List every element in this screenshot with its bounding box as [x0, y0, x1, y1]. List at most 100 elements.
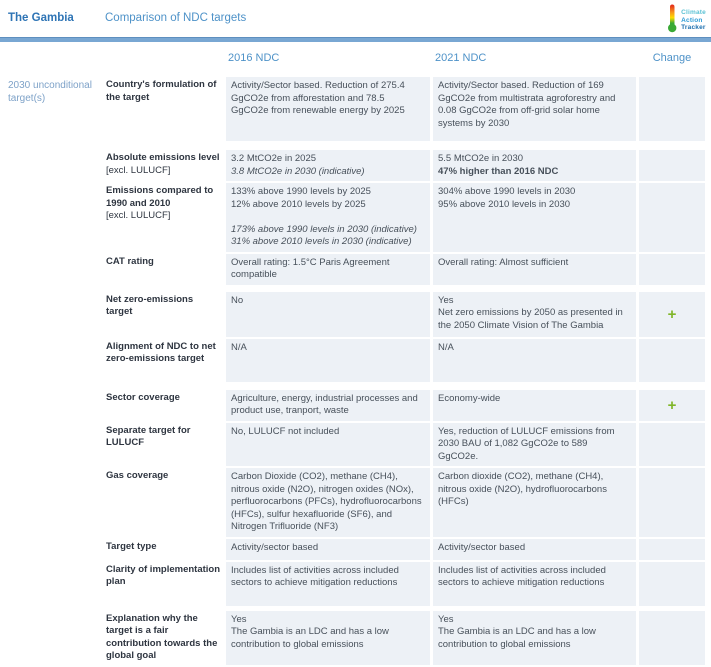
cell-change: [639, 538, 705, 560]
group-label: 2030 unconditional target(s): [8, 80, 92, 104]
cell-2016-ndc: No: [226, 291, 430, 337]
cell-line: 31% above 2010 levels in 2030 (indicativ…: [231, 236, 412, 247]
logo-line-climate: Climate: [681, 9, 706, 17]
climate-action-tracker-logo[interactable]: Climate Action Tracker: [665, 3, 706, 38]
row-label: Target type: [106, 539, 223, 560]
cell-2016-ndc: 133% above 1990 levels by 2025 12% above …: [226, 183, 430, 252]
table-row: Clarity of implementation plan Includes l…: [8, 561, 711, 606]
group-spacer: [8, 611, 103, 665]
cell-2016-ndc: Yes The Gambia is an LDC and has a low co…: [226, 610, 430, 665]
spacer: [8, 52, 103, 64]
cell-line: No: [231, 294, 244, 306]
cell-line: CAT rating: [106, 255, 154, 267]
table-row: Emissions compared to 1990 and 2010 [excl…: [8, 183, 711, 252]
cell-line: 47% higher than 2016 NDC: [438, 165, 559, 177]
country-title: The Gambia: [8, 12, 74, 24]
cell-2021-ndc: Includes list of activities across inclu…: [433, 561, 636, 606]
cell-line: Separate target for LULUCF: [106, 424, 191, 449]
cell-2016-ndc: Overall rating: 1.5°C Paris Agreement co…: [226, 253, 430, 285]
cell-line: Alignment of NDC to net zero-emissions t…: [106, 340, 216, 365]
cell-line: Emissions compared to 1990 and 2010: [106, 185, 214, 209]
cell-line: Yes: [231, 613, 247, 625]
cell-line: Yes: [438, 613, 454, 625]
page-title: Comparison of NDC targets: [105, 12, 247, 24]
cell-line: Net zero-emissions target: [106, 293, 194, 318]
cell-2021-ndc: Yes, reduction of LULUCF emissions from …: [433, 422, 636, 466]
cell-line: [excl. LULUCF]: [106, 164, 171, 176]
cell-line: 95% above 2010 levels in 2030: [438, 198, 571, 210]
cell-line: Economy-wide: [438, 392, 501, 404]
cell-line: Activity/sector based: [231, 541, 319, 553]
cell-change: +: [639, 291, 705, 337]
cell-line: Sector coverage: [106, 391, 180, 403]
cell-2016-ndc: Activity/sector based: [226, 538, 430, 560]
cell-2021-ndc: Economy-wide: [433, 389, 636, 421]
cell-change: [639, 468, 705, 537]
table-row: Gas coverage Carbon Dioxide (CO2), methan…: [8, 468, 711, 537]
cell-line: 3.2 MtCO2e in 2025: [231, 153, 317, 164]
table-row: Absolute emissions level [excl. LULUCF] 3.…: [8, 150, 711, 181]
row-label: Clarity of implementation plan: [106, 562, 223, 606]
cell-line: 12% above 2010 levels by 2025: [231, 198, 366, 210]
cell-line: Includes list of activities across inclu…: [438, 564, 606, 589]
cell-line: Absolute emissions level: [106, 152, 220, 163]
cell-line: Target type: [106, 540, 157, 552]
cell-2016-ndc: Includes list of activities across inclu…: [226, 561, 430, 606]
cell-2016-ndc: 3.2 MtCO2e in 2025 3.8 MtCO2e in 2030 (in…: [226, 150, 430, 181]
group-spacer: [8, 254, 103, 285]
cell-line: N/A: [231, 341, 247, 353]
cell-change: [639, 422, 705, 466]
table-row: Target type Activity/sector based Activity…: [8, 538, 711, 560]
cell-2021-ndc: Activity/Sector based. Reduction of 169 …: [433, 77, 636, 141]
row-label: Net zero-emissions target: [106, 292, 223, 337]
table-row: Separate target for LULUCF No, LULUCF not…: [8, 422, 711, 467]
column-header-change: Change: [652, 52, 692, 64]
cell-line: Carbon dioxide (CO2), methane (CH4), nit…: [438, 471, 607, 507]
cell-change: [639, 77, 705, 141]
cell-line: The Gambia is an LDC and has a low contr…: [438, 626, 596, 650]
column-header-2021-ndc: 2021 NDC: [435, 52, 487, 64]
group-spacer: [8, 292, 103, 337]
cell-line: 5.5 MtCO2e in 2030: [438, 153, 524, 164]
cell-line: N/A: [438, 341, 454, 353]
group-spacer: [8, 390, 103, 421]
row-label: CAT rating: [106, 254, 223, 285]
header-divider: [0, 37, 711, 42]
cell-line: No, LULUCF not included: [231, 425, 340, 437]
table-row: 2030 unconditional target(s) Country's fo…: [8, 77, 711, 141]
logo-line-action: Action: [681, 16, 703, 24]
comparison-table: 2030 unconditional target(s) Country's fo…: [0, 77, 711, 667]
cell-2021-ndc: Carbon dioxide (CO2), methane (CH4), nit…: [433, 468, 636, 537]
row-label: Emissions compared to 1990 and 2010 [excl…: [106, 183, 223, 252]
column-headers: 2016 NDC 2021 NDC Change: [0, 42, 711, 77]
plus-change-icon: +: [667, 305, 677, 323]
logo-line-tracker: Tracker: [681, 24, 706, 32]
cell-2016-ndc: Carbon Dioxide (CO2), methane (CH4), nit…: [226, 468, 430, 537]
group-spacer: [8, 539, 103, 560]
cell-line: Activity/Sector based. Reduction of 169 …: [438, 80, 616, 129]
group-spacer: [8, 562, 103, 606]
cell-2021-ndc: Yes Net zero emissions by 2050 as present…: [433, 291, 636, 337]
cell-line: Explanation why the target is a fair con…: [106, 612, 218, 662]
cell-2016-ndc: Agriculture, energy, industrial processe…: [226, 389, 430, 421]
row-label: Country's formulation of the target: [106, 77, 223, 141]
plus-change-icon: +: [667, 396, 677, 414]
cell-2016-ndc: No, LULUCF not included: [226, 422, 430, 466]
row-label: Separate target for LULUCF: [106, 423, 223, 467]
group-spacer: [8, 423, 103, 467]
logo-wordmark: Climate Action Tracker: [681, 9, 706, 32]
table-row: CAT rating Overall rating: 1.5°C Paris Ag…: [8, 253, 711, 285]
group-spacer: [8, 339, 103, 382]
cell-change: [639, 561, 705, 606]
cell-line: Activity/sector based: [438, 541, 526, 553]
cell-line: Country's formulation of the target: [106, 79, 217, 103]
cell-line: Carbon Dioxide (CO2), methane (CH4), nit…: [231, 471, 422, 532]
cell-2021-ndc: 5.5 MtCO2e in 2030 47% higher than 2016 N…: [433, 150, 636, 181]
cell-line: 173% above 1990 levels in 2030 (indicati…: [231, 223, 417, 235]
cell-line: Includes list of activities across inclu…: [231, 564, 399, 589]
cell-2021-ndc: Activity/sector based: [433, 538, 636, 560]
cell-line: Yes, reduction of LULUCF emissions from …: [438, 425, 615, 462]
group-spacer: [8, 150, 103, 181]
page-header: The Gambia Comparison of NDC targets: [0, 0, 711, 37]
